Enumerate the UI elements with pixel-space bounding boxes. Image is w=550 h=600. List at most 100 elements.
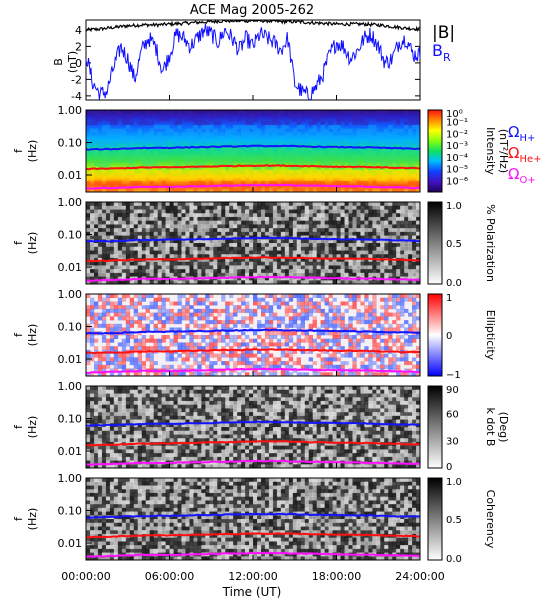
- spectrogram-cell: [145, 419, 150, 424]
- spectrogram-cell: [209, 449, 214, 454]
- spectrogram-cell: [97, 272, 103, 277]
- spectrogram-cell: [181, 335, 186, 339]
- spectrogram-cell: [229, 257, 234, 262]
- spectrogram-cell: [288, 110, 294, 114]
- spectrogram-cell: [129, 316, 134, 321]
- spectrogram-cell: [189, 346, 194, 351]
- spectrogram-cell: [105, 224, 111, 229]
- spectrogram-cell: [320, 254, 325, 259]
- spectrogram-cell: [372, 346, 377, 351]
- spectrogram-cell: [404, 243, 409, 247]
- spectrogram-cell: [229, 412, 234, 417]
- spectrogram-cell: [193, 188, 198, 193]
- spectrogram-cell: [225, 261, 230, 266]
- spectrogram-cell: [348, 209, 353, 214]
- spectrogram-cell: [90, 261, 95, 266]
- spectrogram-cell: [412, 228, 417, 233]
- spectrogram-cell: [360, 239, 365, 244]
- field-y-tick-label: 4: [75, 24, 82, 37]
- spectrogram-cell: [392, 305, 397, 310]
- spectrogram-cell: [217, 397, 222, 402]
- spectrogram-cell: [97, 220, 103, 225]
- spectrogram-cell: [253, 243, 258, 247]
- spectrogram-cell: [90, 372, 95, 377]
- spectrogram-cell: [173, 312, 178, 317]
- spectrogram-cell: [316, 143, 321, 148]
- spectrogram-cell: [221, 338, 226, 343]
- spectrogram-cell: [352, 257, 357, 262]
- spectrogram-cell: [280, 246, 286, 251]
- spectrogram-cell: [268, 261, 274, 266]
- spectrogram-cell: [392, 209, 397, 214]
- spectrogram-cell: [257, 357, 262, 362]
- spectrogram-cell: [336, 139, 341, 144]
- spectrogram-cell: [268, 220, 274, 225]
- spectrogram-cell: [340, 257, 345, 262]
- spectrogram-cell: [245, 121, 250, 126]
- spectrogram-cell: [101, 213, 107, 218]
- spectrogram-cell: [276, 269, 282, 274]
- spectrogram-cell: [233, 209, 238, 214]
- spectrogram-cell: [149, 346, 154, 351]
- spectrogram-cell: [153, 177, 158, 182]
- spectrogram-cell: [169, 397, 174, 402]
- spectrogram-cell: [400, 297, 405, 302]
- spectrogram-cell: [264, 132, 270, 137]
- spectrogram-cell: [97, 460, 103, 465]
- spectrogram-cell: [332, 136, 337, 141]
- spectrogram-cell: [249, 205, 254, 210]
- spectrogram-cell: [213, 320, 218, 325]
- spectrogram-cell: [125, 113, 131, 118]
- spectrogram-cell: [272, 254, 278, 259]
- spectrogram-cell: [225, 331, 230, 336]
- spectrogram-cell: [217, 408, 222, 413]
- spectrogram-cell: [137, 250, 142, 255]
- spectrogram-cell: [408, 276, 413, 281]
- spectrogram-cell: [376, 357, 381, 362]
- spectrogram-cell: [229, 397, 234, 402]
- spectrogram-cell: [149, 412, 154, 417]
- spectrogram-cell: [233, 254, 238, 259]
- spectrogram-cell: [368, 357, 373, 362]
- spectrogram-cell: [217, 265, 222, 270]
- spectrogram-cell: [280, 272, 286, 277]
- spectrogram-cell: [300, 280, 305, 285]
- spectrogram-cell: [408, 323, 413, 328]
- spectrogram-cell: [201, 257, 206, 262]
- spectrogram-cell: [141, 346, 146, 351]
- spectrogram-cell: [348, 254, 353, 259]
- spectrogram-cell: [408, 128, 413, 133]
- spectrogram-cell: [217, 453, 222, 458]
- spectrogram-cell: [94, 338, 99, 343]
- spectrogram-cell: [105, 386, 111, 390]
- spectrogram-cell: [117, 224, 123, 229]
- spectrogram-cell: [90, 246, 95, 251]
- spectrogram-cell: [129, 246, 134, 251]
- spectrogram-cell: [340, 250, 345, 255]
- spectrogram-cell: [268, 216, 274, 221]
- spectrogram-cell: [101, 364, 107, 369]
- spectrogram-cell: [241, 331, 246, 336]
- spectrogram-cell: [185, 213, 190, 218]
- spectrogram-cell: [300, 261, 305, 266]
- spectrogram-cell: [272, 209, 278, 214]
- spectrogram-cell: [308, 239, 313, 244]
- spectrogram-cell: [364, 216, 369, 221]
- spectrogram-cell: [90, 136, 95, 141]
- spectrogram-cell: [392, 261, 397, 266]
- spectrogram-cell: [137, 320, 142, 325]
- spectrogram-cell: [344, 335, 349, 339]
- spectrogram-cell: [133, 254, 138, 259]
- spectrogram-cell: [121, 400, 127, 405]
- spectrogram-cell: [233, 408, 238, 413]
- spectrogram-cell: [272, 372, 278, 377]
- spectrogram-cell: [376, 265, 381, 270]
- spectrogram-cell: [253, 272, 258, 277]
- spectrogram-cell: [257, 349, 262, 354]
- spectrogram-cell: [145, 323, 150, 328]
- spectrogram-cell: [344, 261, 349, 266]
- spectrogram-cell: [177, 294, 182, 298]
- spectrogram-cell: [169, 408, 174, 413]
- spectrogram-cell: [392, 269, 397, 274]
- spectrogram-cell: [376, 316, 381, 321]
